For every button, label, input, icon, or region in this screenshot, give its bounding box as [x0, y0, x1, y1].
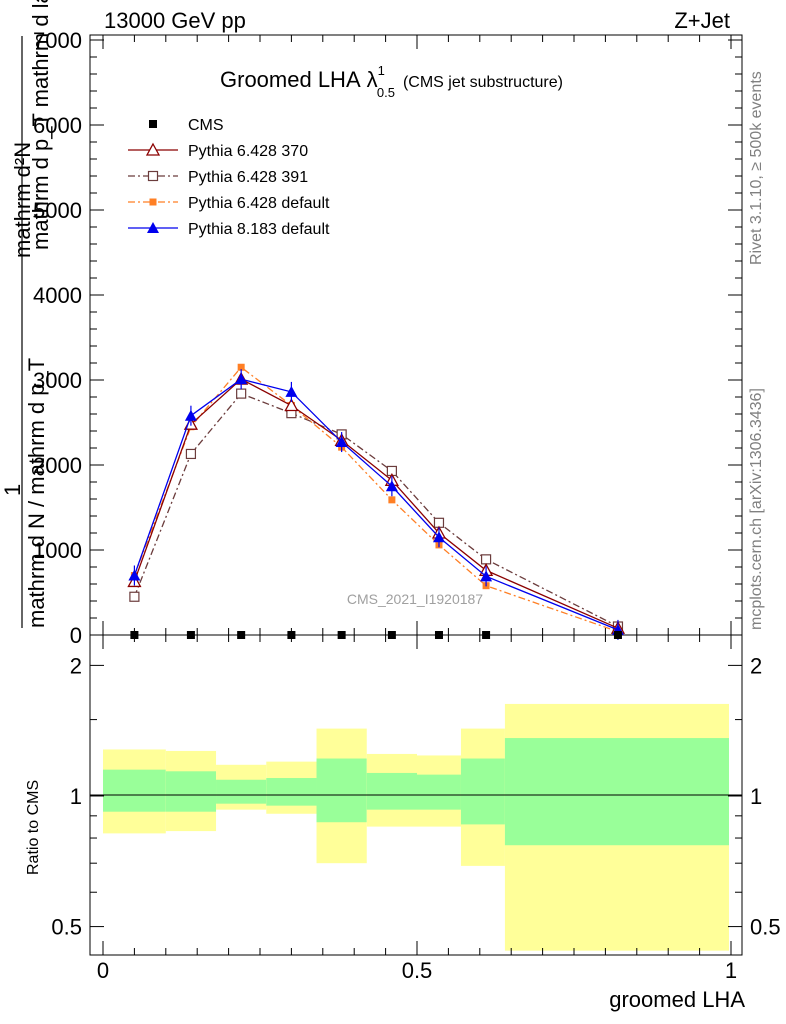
ratio-band-inner-8: [504, 738, 729, 846]
point-p6def-2: [237, 363, 245, 371]
point-p8-1: [184, 409, 197, 421]
y-tick-label-3: 3000: [33, 368, 82, 393]
process-label: Z+Jet: [674, 8, 730, 33]
y-tick-label-0: 0: [70, 623, 82, 648]
legend-marker-p6def: [149, 198, 157, 206]
y-tick-label-2: 2000: [33, 453, 82, 478]
legend-marker-p8: [147, 222, 159, 233]
point-p8-7: [480, 570, 493, 582]
legend-label-p391: Pythia 6.428 391: [188, 169, 308, 186]
point-p391-7: [480, 554, 492, 565]
title-note: (CMS jet substructure): [403, 74, 563, 91]
mcplots-label: mcplots.cern.ch [arXiv:1306.3436]: [748, 388, 765, 630]
y-tick-label-4: 4000: [33, 283, 82, 308]
title-text: Groomed LHA: [220, 67, 361, 92]
x-axis-label: groomed LHA: [609, 987, 745, 1012]
title-lambda: λ: [367, 67, 378, 92]
analysis-watermark: CMS_2021_I1920187: [347, 591, 483, 607]
point-p6def-5: [388, 496, 396, 504]
point-cms-1: [186, 631, 195, 639]
y-tick-label-1: 1000: [33, 538, 82, 563]
ratio-band-inner-5: [366, 772, 417, 810]
point-cms-0: [130, 631, 139, 639]
point-p391-2: [236, 388, 247, 399]
point-cms-7: [482, 631, 491, 639]
point-cms-5: [387, 631, 396, 639]
point-p391-0: [129, 591, 140, 602]
legend-marker-p391: [147, 170, 159, 182]
legend: CMS Pythia 6.428 370 Pythia 6.428 391 Pythi…: [128, 117, 330, 238]
ratio-frame: [89, 634, 743, 956]
point-cms-6: [434, 631, 443, 639]
point-p8-6: [432, 531, 445, 543]
energy-label: 13000 GeV pp: [104, 8, 246, 33]
point-cms-8: [613, 631, 622, 639]
ratio-bands: [103, 703, 729, 951]
legend-marker-p370: [145, 142, 161, 156]
legend-label-cms: CMS: [188, 117, 224, 134]
ratio-tick-label-left-1: 1: [70, 784, 82, 809]
ratio-band-inner-4: [316, 758, 367, 823]
point-p8-5: [385, 480, 398, 492]
ratio-band-inner-3: [266, 778, 317, 806]
point-p8-0: [128, 569, 141, 581]
point-cms-4: [337, 631, 346, 639]
legend-marker-cms: [149, 120, 157, 128]
point-p8-3: [285, 385, 298, 397]
axes: 0 1000 2000 3000 4000 5000 6000 7000 0 0.5 1 0.5 0.5…: [33, 28, 781, 983]
ratio-band-inner-6: [417, 774, 461, 810]
legend-label-p370: Pythia 6.428 370: [188, 143, 308, 160]
ylabel-line4: mathrm d N / mathrm d p_T: [24, 358, 49, 628]
point-p8-2: [235, 373, 248, 385]
ratio-band-inner-7: [460, 758, 505, 825]
x-tick-label-2: 1: [725, 958, 737, 983]
x-tick-label-1: 0.5: [402, 958, 433, 983]
ylabel-line2: mathrm d p_T mathrm d lambda: [28, 0, 53, 250]
y-tick-label-6: 6000: [33, 113, 82, 138]
series-cms: [130, 631, 622, 639]
series-group: [127, 363, 626, 640]
y-tick-label-7: 7000: [33, 28, 82, 53]
ratio-tick-label-left-2: 2: [70, 653, 82, 678]
main-title: Groomed LHA λ1 0.5 (CMS jet substructure): [220, 63, 563, 100]
point-cms-2: [237, 631, 246, 639]
ratio-band-inner-1: [165, 771, 217, 812]
title-sub: 0.5: [377, 85, 395, 100]
ylabel-line3: 1: [0, 484, 25, 496]
ratio-tick-label-right-1: 1: [750, 784, 762, 809]
x-tick-label-0: 0: [97, 958, 109, 983]
y-tick-label-5: 5000: [33, 198, 82, 223]
point-cms-3: [287, 631, 296, 639]
title-sup: 1: [378, 63, 385, 78]
point-p8-4: [335, 436, 348, 448]
ratio-tick-label-right-2: 2: [750, 653, 762, 678]
main-ylabel: mathrm d²N mathrm d p_T mathrm d lambda …: [0, 0, 53, 628]
ratio-band-inner-2: [216, 779, 267, 804]
ratio-tick-label-right-0: 0.5: [750, 915, 781, 940]
rivet-label: Rivet 3.1.10, ≥ 500k events: [748, 71, 765, 265]
legend-label-p6def: Pythia 6.428 default: [188, 195, 330, 212]
series-p8: [128, 369, 624, 640]
point-p370-3: [284, 398, 299, 412]
legend-label-p8: Pythia 8.183 default: [188, 221, 330, 238]
point-p391-1: [185, 448, 197, 460]
ratio-ylabel: Ratio to CMS: [25, 780, 42, 875]
ratio-band-inner-0: [103, 769, 166, 812]
ratio-tick-label-left-0: 0.5: [51, 915, 82, 940]
